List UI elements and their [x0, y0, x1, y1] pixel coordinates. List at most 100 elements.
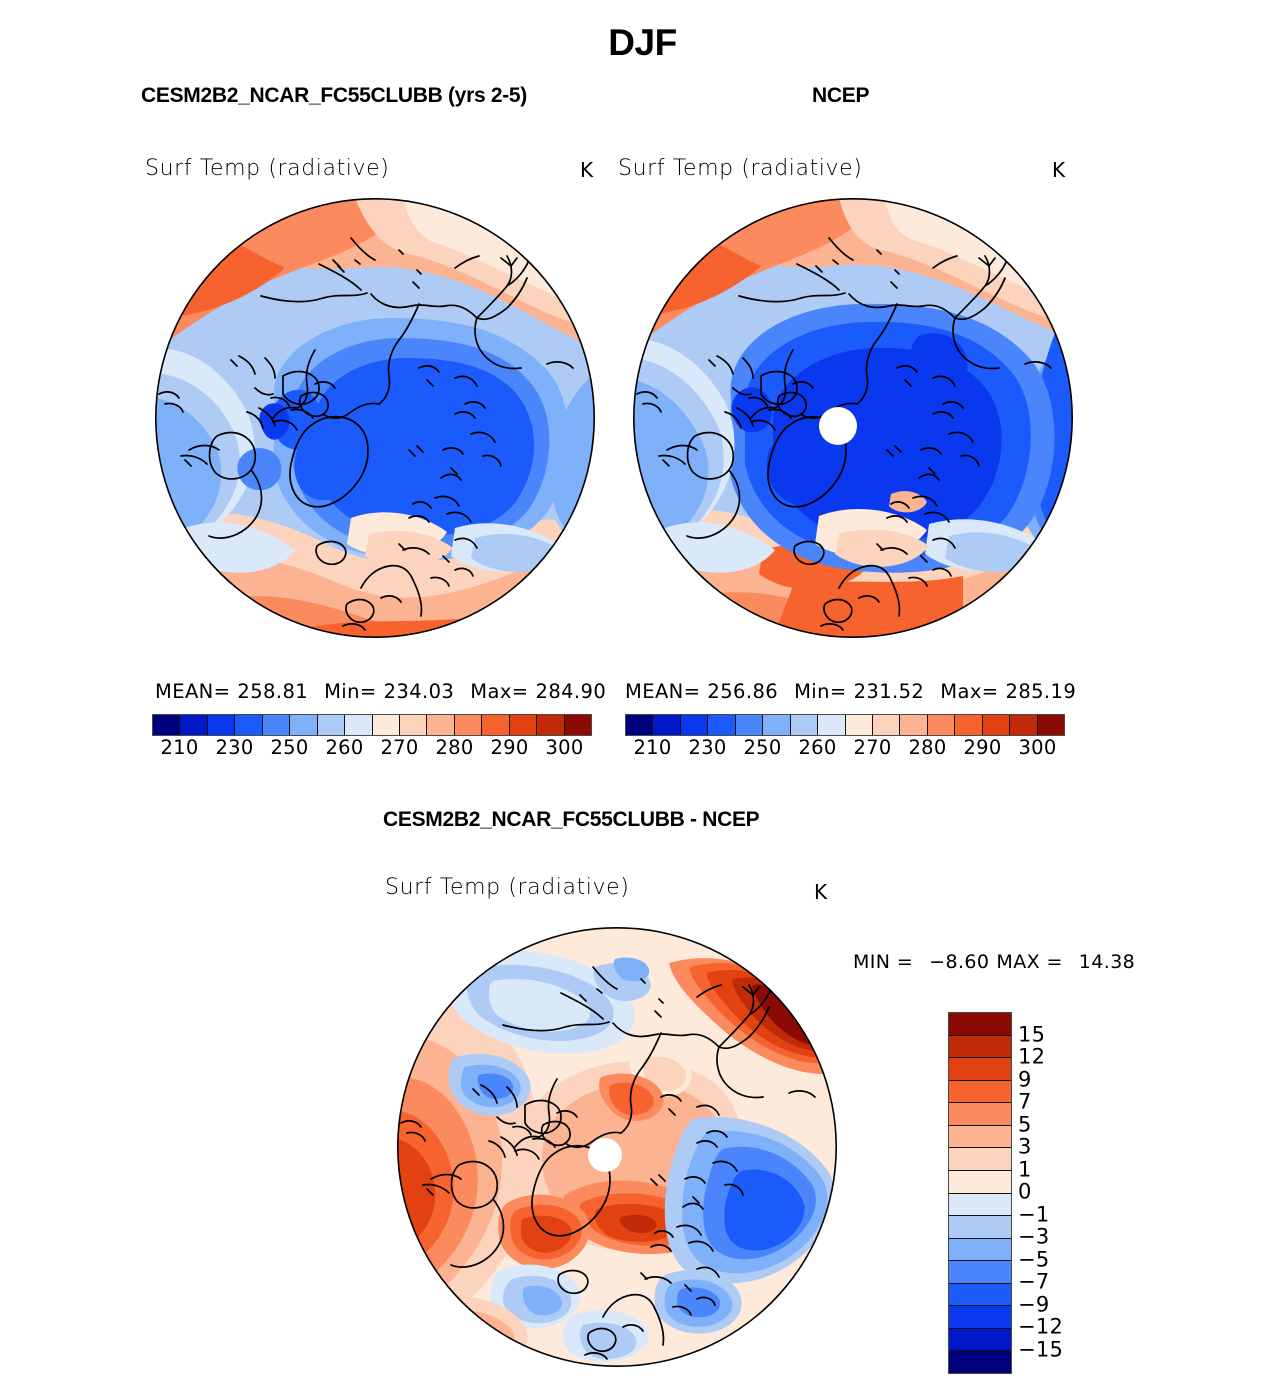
colorbar-band-4: [708, 715, 736, 735]
colorbar-diff-band-16: [949, 1351, 1011, 1373]
colorbar-tick-230: 230: [688, 736, 727, 759]
colorbar-band-1: [153, 715, 181, 735]
colorbar-diff-tick-0: 15: [1018, 1022, 1046, 1047]
colorbar-diff-tick-4: 5: [1018, 1112, 1032, 1137]
colorbar-diff-band-12: [949, 1261, 1011, 1284]
pole-gap: [819, 407, 857, 445]
colorbar-band-15: [537, 715, 565, 735]
colorbar-diff-band-9: [949, 1193, 1011, 1217]
colorbar-model[interactable]: 210 230 250 260 270 280 290 300: [152, 714, 592, 762]
colorbar-band-3: [680, 715, 709, 735]
stats-model: MEAN= 258.81 Min= 234.03 Max= 284.90: [155, 680, 606, 703]
colorbar-band-12: [454, 715, 483, 735]
stats-model-max-value: 284.90: [535, 680, 607, 703]
stats-obs-max-label: Max=: [940, 680, 999, 703]
colorbar-diff-bands: [948, 1012, 1012, 1374]
colorbar-diff-band-13: [949, 1283, 1011, 1307]
colorbar-diff-band-10: [949, 1216, 1011, 1239]
colorbar-band-4: [235, 715, 263, 735]
colorbar-diff[interactable]: 15 12 9 7 5 3 1 0 −1 −3 −5 −7 −9 −12 −15: [948, 1012, 1088, 1374]
stats-obs-min-label: Min=: [794, 680, 847, 703]
colorbar-model-ticks: 210 230 250 260 270 280 290 300: [152, 736, 592, 762]
colorbar-tick-280: 280: [908, 736, 947, 759]
stats-diff-min-value: −8.60: [929, 951, 990, 973]
colorbar-diff-band-5: [949, 1103, 1011, 1126]
colorbar-tick-210: 210: [633, 736, 672, 759]
colorbar-band-15: [1010, 715, 1038, 735]
colorbar-tick-270: 270: [380, 736, 419, 759]
colorbar-diff-band-8: [949, 1170, 1011, 1194]
colorbar-band-12: [927, 715, 956, 735]
variable-label-obs: Surf Temp (radiative): [618, 156, 863, 181]
colorbar-band-10: [872, 715, 901, 735]
colorbar-diff-tick-11: −7: [1018, 1269, 1050, 1294]
colorbar-obs[interactable]: 210 230 250 260 270 280 290 300: [625, 714, 1065, 762]
stats-obs-mean-label: MEAN=: [625, 680, 701, 703]
colorbar-diff-tick-8: −1: [1018, 1202, 1050, 1227]
map-model-svg: [156, 199, 594, 637]
panel-title-model: CESM2B2_NCAR_FC55CLUBB (yrs 2-5): [141, 84, 527, 107]
colorbar-diff-tick-6: 1: [1018, 1157, 1032, 1182]
colorbar-diff-tick-13: −12: [1018, 1314, 1064, 1339]
colorbar-diff-tick-3: 7: [1018, 1089, 1032, 1114]
colorbar-band-1: [626, 715, 654, 735]
stats-model-min-value: 234.03: [383, 680, 455, 703]
colorbar-diff-band-11: [949, 1238, 1011, 1262]
colorbar-band-3: [207, 715, 236, 735]
colorbar-diff-band-14: [949, 1306, 1011, 1329]
map-diff-svg: [398, 928, 836, 1366]
colorbar-band-5: [262, 715, 291, 735]
stats-diff: MIN = −8.60 MAX = 14.38: [853, 951, 1135, 973]
colorbar-tick-280: 280: [435, 736, 474, 759]
colorbar-diff-band-2: [949, 1035, 1011, 1059]
colorbar-tick-290: 290: [490, 736, 529, 759]
stats-diff-max-label: MAX =: [996, 951, 1063, 973]
map-diff[interactable]: [397, 927, 837, 1367]
colorbar-tick-300: 300: [545, 736, 584, 759]
stats-model-mean-label: MEAN=: [155, 680, 231, 703]
colorbar-diff-tick-7: 0: [1018, 1179, 1032, 1204]
colorbar-band-9: [372, 715, 400, 735]
colorbar-diff-tick-5: 3: [1018, 1134, 1032, 1159]
colorbar-band-10: [399, 715, 428, 735]
colorbar-band-13: [482, 715, 510, 735]
colorbar-tick-210: 210: [160, 736, 199, 759]
colorbar-tick-250: 250: [743, 736, 782, 759]
colorbar-diff-ticks: 15 12 9 7 5 3 1 0 −1 −3 −5 −7 −9 −12 −15: [1018, 1012, 1088, 1372]
units-label-obs: K: [1052, 158, 1066, 182]
colorbar-band-11: [427, 715, 455, 735]
colorbar-diff-band-15: [949, 1328, 1011, 1352]
colorbar-diff-band-6: [949, 1125, 1011, 1149]
colorbar-band-14: [982, 715, 1011, 735]
colorbar-tick-270: 270: [853, 736, 892, 759]
stats-obs-mean-value: 256.86: [707, 680, 779, 703]
colorbar-diff-tick-1: 12: [1018, 1044, 1046, 1069]
colorbar-model-bands: [152, 714, 592, 736]
units-label-diff: K: [814, 880, 828, 904]
colorbar-band-6: [763, 715, 791, 735]
stats-model-min-label: Min=: [324, 680, 377, 703]
colorbar-diff-band-7: [949, 1148, 1011, 1171]
colorbar-tick-300: 300: [1018, 736, 1057, 759]
map-model[interactable]: [155, 198, 595, 638]
pole-gap: [588, 1138, 622, 1172]
stats-diff-max-value: 14.38: [1078, 951, 1136, 973]
colorbar-obs-bands: [625, 714, 1065, 736]
variable-label-diff: Surf Temp (radiative): [385, 875, 630, 900]
panel-title-obs: NCEP: [812, 84, 870, 107]
colorbar-band-8: [345, 715, 373, 735]
stats-obs: MEAN= 256.86 Min= 231.52 Max= 285.19: [625, 680, 1076, 703]
map-obs-svg: [634, 199, 1072, 637]
map-obs[interactable]: [633, 198, 1073, 638]
colorbar-band-5: [735, 715, 764, 735]
colorbar-diff-tick-12: −9: [1018, 1292, 1050, 1317]
stats-obs-max-value: 285.19: [1005, 680, 1077, 703]
colorbar-diff-band-4: [949, 1080, 1011, 1104]
variable-label-model: Surf Temp (radiative): [145, 156, 390, 181]
colorbar-band-13: [955, 715, 983, 735]
colorbar-band-7: [790, 715, 819, 735]
colorbar-diff-tick-9: −3: [1018, 1224, 1050, 1249]
colorbar-band-11: [900, 715, 928, 735]
colorbar-tick-230: 230: [215, 736, 254, 759]
colorbar-band-8: [818, 715, 846, 735]
